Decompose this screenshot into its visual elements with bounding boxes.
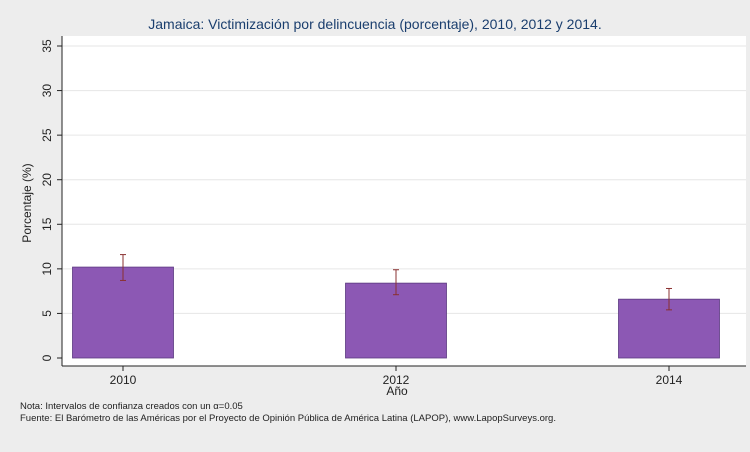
chart-title: Jamaica: Victimización por delincuencia …	[148, 16, 601, 32]
y-tick-label: 0	[40, 354, 54, 361]
x-tick-label: 2010	[110, 373, 137, 387]
y-tick-label: 35	[40, 39, 54, 53]
x-axis-label: Año	[386, 384, 408, 398]
y-tick-label: 30	[40, 84, 54, 98]
x-tick-label: 2012	[383, 373, 410, 387]
y-tick-label: 15	[40, 217, 54, 231]
note-text: Nota: Intervalos de confianza creados co…	[20, 401, 243, 412]
y-tick-label: 5	[40, 310, 54, 317]
bar	[72, 266, 174, 359]
y-axis-label: Porcentaje (%)	[20, 163, 34, 242]
y-tick-label: 20	[40, 173, 54, 187]
error-bars	[120, 254, 672, 311]
x-axis: 2010 2012 2014	[110, 366, 683, 387]
gridlines	[62, 45, 746, 314]
y-axis: 0 5 10 15 20 25 30 35	[40, 39, 62, 361]
source-text: Fuente: El Barómetro de las Américas por…	[20, 413, 556, 424]
bar	[345, 282, 447, 359]
y-tick-label: 25	[40, 128, 54, 142]
x-tick-label: 2014	[656, 373, 683, 387]
y-tick-label: 10	[40, 262, 54, 276]
